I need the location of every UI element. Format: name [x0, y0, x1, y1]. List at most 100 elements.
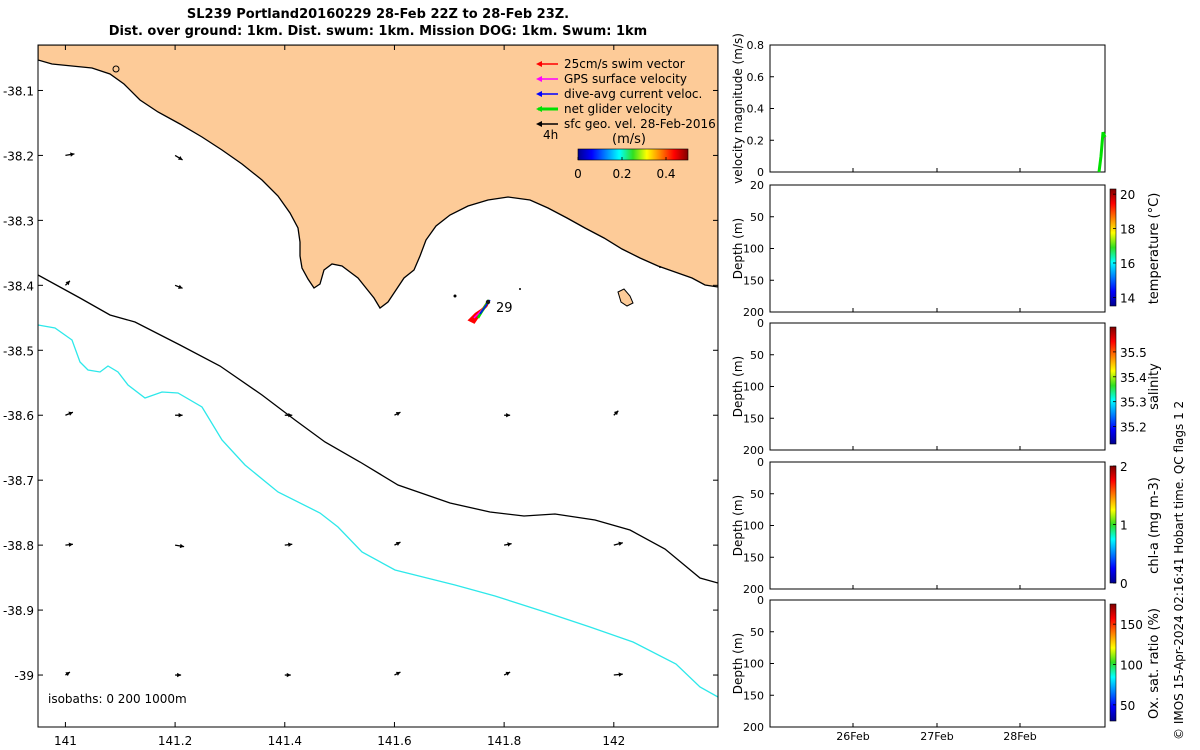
colorbar-tick-label: 18	[1120, 223, 1135, 237]
panel-colorbar-label: Ox. sat. ratio (%)	[1147, 608, 1162, 719]
panel-colorbar-label: chl-a (mg m-3)	[1147, 477, 1162, 574]
geo-vector-head	[395, 412, 401, 416]
geo-vector-head	[65, 280, 70, 286]
panel-5: 0 50 100 150 200 Depth (m) 50 100 150 Ox. sat. ra…	[731, 594, 1162, 734]
geo-vector-head	[286, 672, 291, 678]
panel-y-tick-label: 50	[750, 211, 764, 224]
map-y-tick-label: -38.8	[3, 539, 34, 553]
panel-y-label: Depth (m)	[731, 356, 745, 417]
panel-frame	[769, 44, 1106, 173]
speed-colorbar	[577, 148, 689, 161]
legend-item: GPS surface velocity	[536, 72, 687, 86]
geo-vector-head	[507, 542, 512, 547]
legend-arrowhead	[536, 76, 542, 82]
colorbar-tick-label: 50	[1120, 699, 1135, 713]
panel-y-tick-label: 100	[743, 658, 764, 671]
geo-vector-head	[65, 672, 70, 677]
panel-colorbar	[1109, 603, 1117, 722]
legend-arrowhead	[536, 121, 542, 127]
map-x-tick-label: 141.8	[487, 734, 521, 748]
islet	[112, 65, 120, 73]
map-x-tick-label: 141.6	[377, 734, 411, 748]
legend-label: net glider velocity	[564, 102, 672, 116]
map-x-tick-label: 141.4	[268, 734, 302, 748]
map-panel: 29 141 141.2 141.4 141.6 141.8 142 -38.1 -38.2…	[3, 44, 719, 748]
colorbar-tick-label: 20	[1120, 188, 1135, 202]
panel-y-tick-label: 0	[757, 317, 764, 330]
panel-y-label: velocity magnitude (m/s)	[731, 33, 745, 184]
panel-y-tick-label: 0	[757, 166, 764, 179]
geo-vector-head	[395, 671, 401, 676]
legend-label: GPS surface velocity	[564, 72, 687, 86]
legend-label: 25cm/s swim vector	[564, 57, 685, 71]
title-line-1: SL239 Portland20160229 28-Feb 22Z to 28-…	[186, 7, 570, 22]
panel-y-tick-label: 150	[743, 551, 764, 564]
panel-y-label: Depth (m)	[731, 633, 745, 694]
title-line-2: Dist. over ground: 1km. Dist. swum: 1km.…	[108, 24, 648, 39]
panel-y-tick-label: 0.8	[747, 39, 765, 52]
legend-label: sfc geo. vel. 28-Feb-2016	[564, 117, 716, 131]
velocity-series-line	[1097, 131, 1107, 173]
colorbar-tick-label: 35.4	[1120, 371, 1147, 385]
map-y-tick-label: -38.1	[3, 84, 34, 98]
legend-item: 25cm/s swim vector	[536, 57, 685, 71]
colorbar-tick-label: 0.2	[612, 167, 631, 181]
glider-track	[467, 299, 491, 324]
colorbar-tick-label: 35.5	[1120, 346, 1147, 360]
geostrophic-vector-field	[64, 152, 623, 678]
map-x-tick-label: 141	[54, 734, 77, 748]
geo-vector-head	[618, 541, 623, 546]
islet	[519, 288, 521, 290]
geo-vector-head	[288, 542, 293, 547]
map-y-tick-label: -38.4	[3, 279, 34, 293]
geo-vector-head	[178, 413, 183, 418]
colorbar-tick-label: 16	[1120, 257, 1135, 271]
panel-y-tick-label: 100	[743, 381, 764, 394]
colorbar-tick-label: 150	[1120, 618, 1143, 632]
panel-y-tick-label: 150	[743, 274, 764, 287]
colorbar-tick-label: 0	[574, 167, 582, 181]
map-x-ticks: 141 141.2 141.4 141.6 141.8 142	[54, 45, 625, 748]
map-y-ticks: -38.1 -38.2 -38.3 -38.4 -38.5 -38.6 -38.7 -38.8…	[3, 84, 718, 683]
land-coastline	[38, 45, 718, 309]
map-y-tick-label: -38.5	[3, 344, 34, 358]
panel-y-label: Depth (m)	[731, 218, 745, 279]
panel-2: 20 50 100 150 200 Depth (m) 14 16 18 20 temperatur…	[731, 179, 1162, 319]
panel-y-tick-label: 150	[743, 412, 764, 425]
legend-item: net glider velocity	[536, 102, 672, 116]
geo-vector-head	[395, 541, 401, 546]
colorbar-tick-label: 14	[1120, 291, 1135, 305]
time-axis-label: 27Feb	[920, 730, 953, 743]
geo-vector-head	[178, 155, 183, 160]
islet	[659, 266, 661, 268]
map-x-tick-label: 141.2	[158, 734, 192, 748]
geo-vector-head	[506, 413, 511, 418]
colorbar-tick-label: 0.4	[656, 167, 675, 181]
colorbar-tick-label: 35.3	[1120, 396, 1147, 410]
panel-y-tick-label: 200	[743, 721, 764, 734]
map-y-tick-label: -38.2	[3, 149, 34, 163]
colorbar-tick-label: 1	[1120, 519, 1128, 533]
panel-y-tick-label: 200	[743, 444, 764, 457]
map-y-tick-label: -38.3	[3, 214, 34, 228]
legend-arrowhead	[536, 106, 542, 112]
isobath-200m	[38, 274, 718, 584]
legend-item: sfc geo. vel. 28-Feb-2016	[536, 117, 716, 131]
panel-colorbar	[1109, 188, 1117, 307]
panel-y-tick-label: 0	[757, 456, 764, 469]
panel-y-tick-label: 50	[750, 349, 764, 362]
map-y-tick-label: -39	[14, 669, 34, 683]
map-y-tick-label: -38.9	[3, 604, 34, 618]
geo-vector-head	[618, 672, 623, 677]
time-axis-label: 28Feb	[1003, 730, 1036, 743]
time-axis-label: 26Feb	[836, 730, 869, 743]
colorbar-tick-label: 2	[1120, 460, 1128, 474]
panel-y-tick-label: 50	[750, 626, 764, 639]
speed-colorbar-ticks: 0 0.2 0.4	[574, 157, 676, 181]
map-y-tick-label: -38.7	[3, 474, 34, 488]
geo-vector-head	[505, 671, 511, 676]
panel-colorbar-label: temperature (°C)	[1147, 193, 1162, 305]
panel-y-tick-label: 0.6	[747, 71, 765, 84]
